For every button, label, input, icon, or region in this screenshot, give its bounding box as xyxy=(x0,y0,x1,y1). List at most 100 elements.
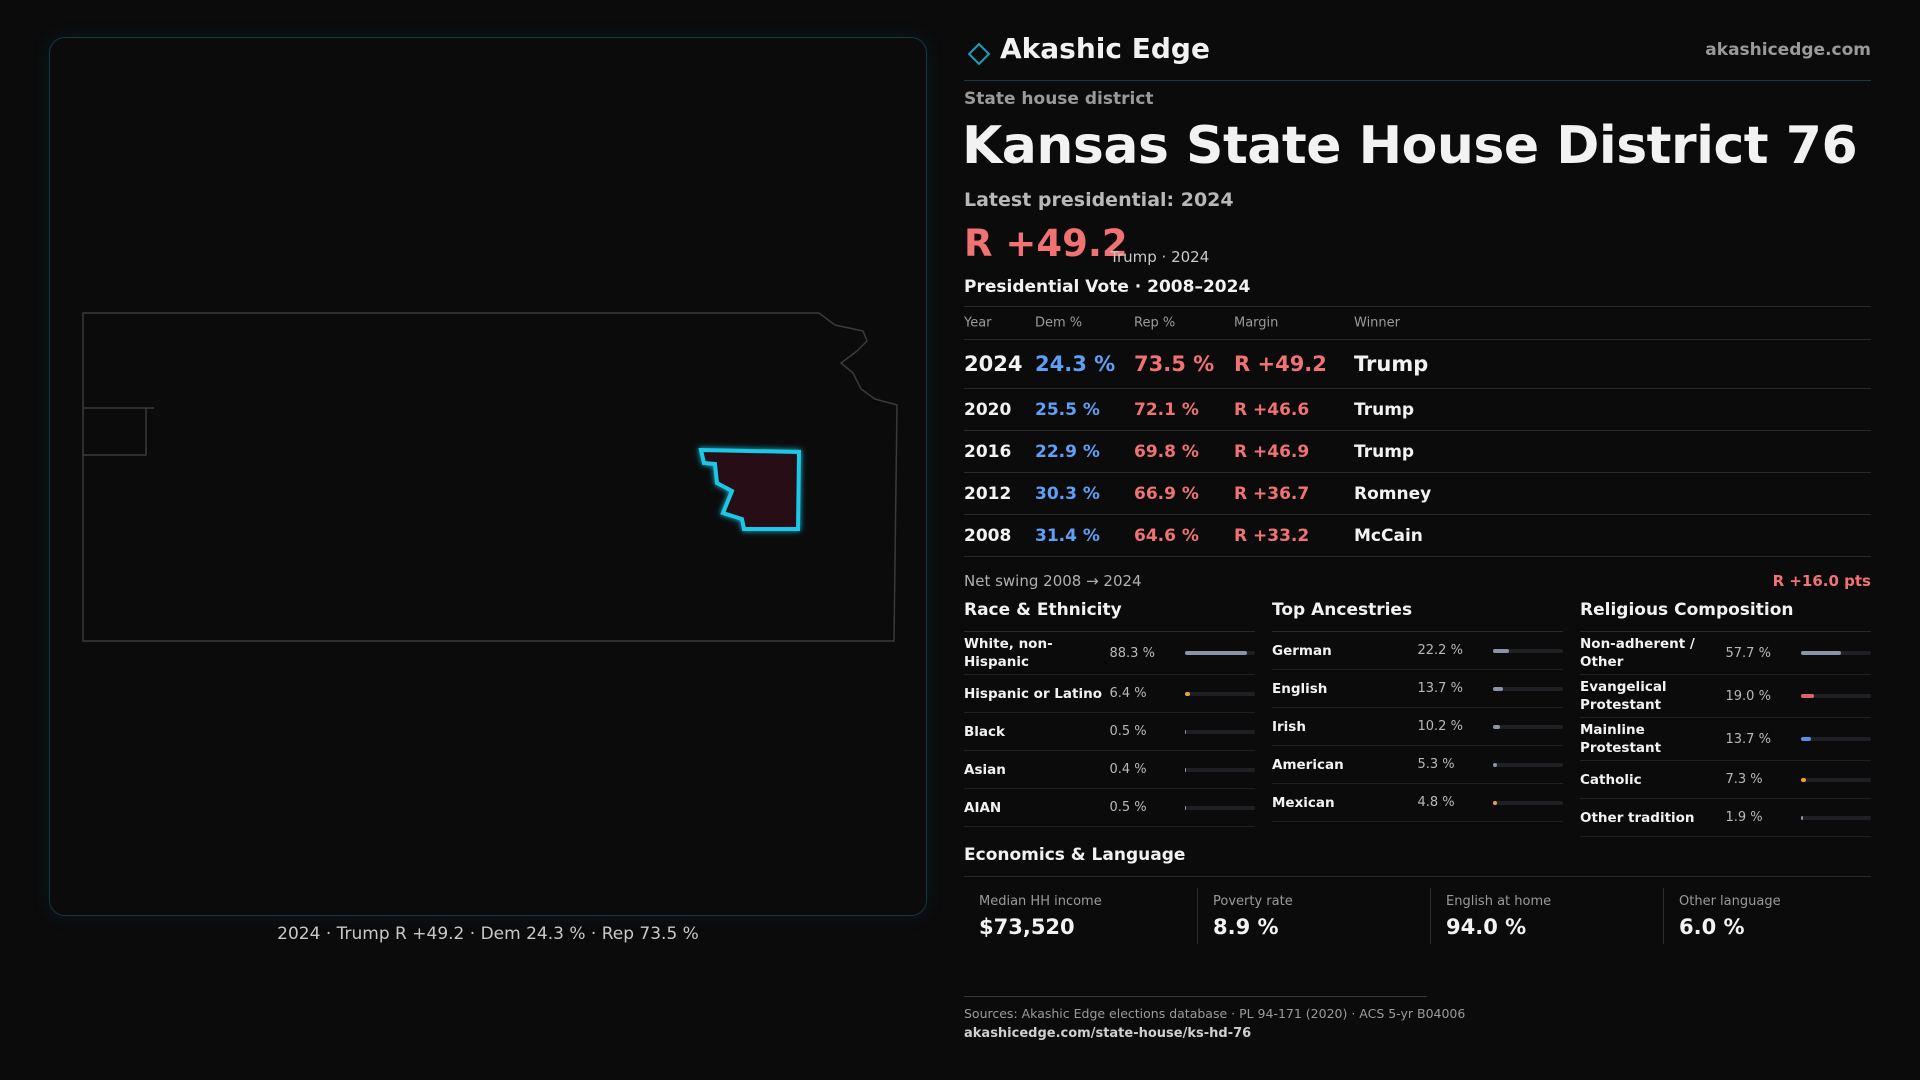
panel-row: Catholic 7.3 % xyxy=(1580,761,1871,799)
url[interactable]: akashicedge.com/state-house/ks-hd-76 xyxy=(964,1026,1252,1041)
brand-icon xyxy=(967,42,991,66)
panel-row: Irish 10.2 % xyxy=(1272,708,1563,746)
row-value: 10.2 % xyxy=(1417,719,1463,734)
econ-card: Poverty rate 8.9 % xyxy=(1197,888,1430,944)
cell: Trump xyxy=(1354,352,1429,376)
table-row: 2020 25.5 % 72.1 % R +46.6 Trump xyxy=(964,389,1871,431)
table-row: 2024 24.3 % 73.5 % R +49.2 Trump xyxy=(964,340,1871,389)
district-shape[interactable] xyxy=(698,447,802,531)
map-caption: 2024 · Trump R +49.2 · Dem 24.3 % · Rep … xyxy=(277,924,699,944)
vote-table: Year Dem % Rep % Margin Winner 2024 24.3 % 73.5… xyxy=(964,306,1871,557)
bar xyxy=(1801,777,1807,782)
row-value: 0.5 % xyxy=(1109,800,1147,815)
panel-row: Black 0.5 % xyxy=(964,713,1255,751)
panel-row: German 22.2 % xyxy=(1272,632,1563,670)
cell: 69.8 % xyxy=(1134,441,1199,462)
cell: 72.1 % xyxy=(1134,399,1199,420)
panel: Religious Composition Non-adherent / Othe… xyxy=(1580,600,1871,837)
brand: Akashic Edge xyxy=(1000,32,1210,65)
map-panel xyxy=(49,37,927,916)
margin: R +49.2 xyxy=(964,222,1128,265)
title: Kansas State House District 76 xyxy=(962,116,1858,176)
table-row: 2016 22.9 % 69.8 % R +46.9 Trump xyxy=(964,431,1871,473)
bar-track xyxy=(1493,724,1563,729)
row-label: Asian xyxy=(964,761,1006,778)
econ-card: Median HH income $73,520 xyxy=(964,888,1196,944)
bar-track xyxy=(1185,767,1255,772)
row-label: Mainline Protestant xyxy=(1580,722,1662,756)
map xyxy=(82,312,898,642)
row-value: 1.9 % xyxy=(1725,810,1763,825)
row-label: White, non-Hispanic xyxy=(964,636,1053,670)
cell: Trump xyxy=(1354,399,1415,420)
row-label: Black xyxy=(964,723,1006,740)
swing-label: Net swing 2008 → 2024 xyxy=(964,572,1142,590)
panel-row: Evangelical Protestant 19.0 % xyxy=(1580,675,1871,718)
panel-row: Hispanic or Latino 6.4 % xyxy=(964,675,1255,713)
row-label: AIAN xyxy=(964,799,1002,816)
panel-row: White, non-Hispanic 88.3 % xyxy=(964,632,1255,675)
bar-track xyxy=(1493,686,1563,691)
card-label: Median HH income xyxy=(979,894,1102,909)
row-label: Catholic xyxy=(1580,771,1642,788)
row-label: German xyxy=(1272,642,1332,659)
row-label: Irish xyxy=(1272,718,1306,735)
bar-track xyxy=(1185,805,1255,810)
row-value: 88.3 % xyxy=(1109,645,1155,661)
row-value: 57.7 % xyxy=(1725,645,1771,661)
row-value: 4.8 % xyxy=(1417,795,1455,810)
row-label: English xyxy=(1272,680,1328,697)
row-value: 13.7 % xyxy=(1417,681,1463,696)
column-header: Margin xyxy=(1234,315,1279,331)
bar-track xyxy=(1493,762,1563,767)
bar xyxy=(1493,686,1503,691)
swing-value: R +16.0 pts xyxy=(1772,572,1871,590)
panel-title: Race & Ethnicity xyxy=(964,600,1255,632)
bar xyxy=(1493,762,1497,767)
table-title: Presidential Vote · 2008–2024 xyxy=(964,277,1251,297)
cell: Trump xyxy=(1354,441,1415,462)
bar-track xyxy=(1801,651,1871,655)
econ-card: English at home 94.0 % xyxy=(1430,888,1663,944)
cell: R +46.9 xyxy=(1234,441,1310,462)
state-outline xyxy=(82,312,898,642)
bar xyxy=(1801,651,1842,655)
row-label: Hispanic or Latino xyxy=(964,685,1102,702)
panel-row: Mexican 4.8 % xyxy=(1272,784,1563,822)
card-label: Other language xyxy=(1679,894,1781,909)
cell: 2020 xyxy=(964,399,1012,420)
site[interactable]: akashicedge.com xyxy=(1705,40,1871,60)
panel-row: English 13.7 % xyxy=(1272,670,1563,708)
card-value: 6.0 % xyxy=(1679,915,1745,939)
panel-row: Mainline Protestant 13.7 % xyxy=(1580,718,1871,761)
cell: R +49.2 xyxy=(1234,352,1327,376)
row-label: Mexican xyxy=(1272,794,1335,811)
cell: 64.6 % xyxy=(1134,525,1199,546)
bar-track xyxy=(1185,651,1255,655)
column-header: Winner xyxy=(1354,315,1401,331)
bar xyxy=(1801,815,1803,820)
bar xyxy=(1493,648,1509,653)
cell: Romney xyxy=(1354,483,1432,504)
bar-track xyxy=(1185,691,1255,696)
row-value: 0.5 % xyxy=(1109,724,1147,739)
table-row: 2012 30.3 % 66.9 % R +36.7 Romney xyxy=(964,473,1871,515)
row-value: 6.4 % xyxy=(1109,686,1147,701)
panel: Top Ancestries German 22.2 % English 13.7 % I… xyxy=(1272,600,1563,822)
cell: 2012 xyxy=(964,483,1012,504)
bar-track xyxy=(1801,777,1871,782)
bar xyxy=(1801,694,1815,698)
margin-note: Trump · 2024 xyxy=(1110,248,1210,266)
card-value: $73,520 xyxy=(979,915,1075,939)
panel-title: Top Ancestries xyxy=(1272,600,1563,632)
cell: 24.3 % xyxy=(1035,352,1116,376)
bar xyxy=(1185,651,1247,655)
row-value: 7.3 % xyxy=(1725,772,1763,787)
card-label: Poverty rate xyxy=(1213,894,1293,909)
row-value: 19.0 % xyxy=(1725,688,1771,704)
cell: 66.9 % xyxy=(1134,483,1199,504)
card-value: 8.9 % xyxy=(1213,915,1279,939)
bar xyxy=(1185,691,1190,696)
bar xyxy=(1801,737,1811,741)
